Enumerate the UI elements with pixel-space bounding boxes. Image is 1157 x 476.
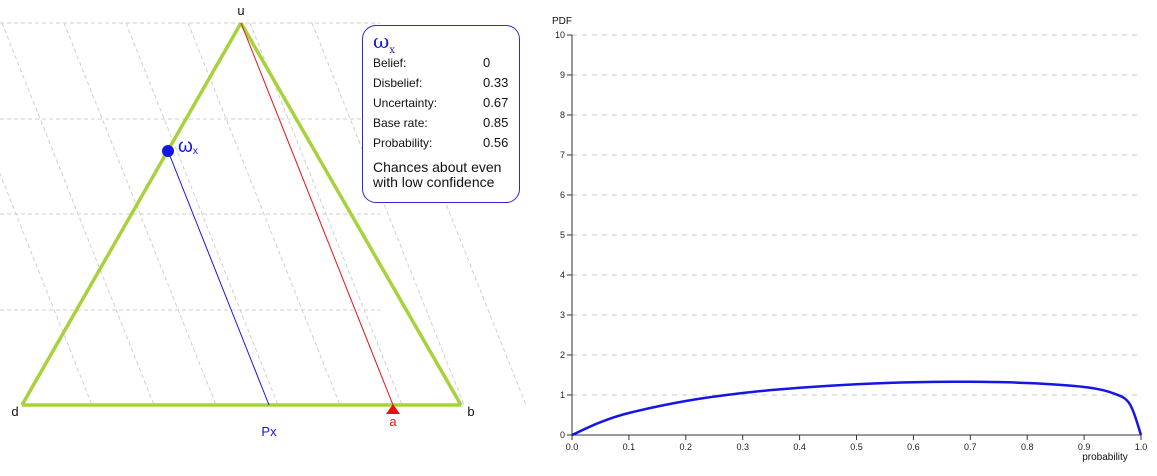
- y-tick-label: 3: [560, 310, 565, 320]
- pdf-chart-panel: 0 1 2 3 4 5 6 7 8 9 10 0.0 0.1 0.2 0.3 0.4 0.5 0.6 0.7 0.8 0…: [540, 0, 1157, 471]
- y-tick-label: 0: [560, 430, 565, 440]
- projection-line: [167, 150, 270, 406]
- triangle-right-edge: [239, 22, 463, 406]
- x-tick-label: 0.2: [680, 442, 693, 452]
- uncertainty-value: 0.67: [483, 95, 509, 110]
- opinion-point[interactable]: [162, 145, 174, 157]
- chart-gridlines: [572, 34, 1141, 396]
- opinion-triangle[interactable]: ωx a Px u d b: [0, 0, 540, 471]
- base-rate-value: 0.85: [483, 115, 509, 130]
- chart-axes: [567, 34, 1142, 440]
- x-axis-label: probability: [1082, 452, 1128, 463]
- y-tick-label: 10: [555, 30, 565, 40]
- opinion-row-belief: Belief: 0: [373, 54, 509, 74]
- pdf-curve: [571, 380, 1143, 437]
- probability-value: 0.56: [483, 135, 509, 150]
- disbelief-label: Disbelief:: [373, 76, 423, 90]
- opinion-row-base-rate: Base rate: 0.85: [373, 114, 509, 134]
- y-axis-label: PDF: [552, 16, 572, 27]
- belief-label: Belief:: [373, 56, 407, 70]
- triangle-grid-diagonal: [373, 22, 527, 406]
- base-rate-marker[interactable]: [386, 404, 400, 414]
- y-tick-label: 8: [560, 110, 565, 120]
- y-tick-label: 5: [560, 230, 565, 240]
- x-tick-label: 0.5: [850, 442, 863, 452]
- opinion-symbol: ωx: [373, 29, 395, 56]
- x-tick-label: 0.0: [566, 442, 579, 452]
- x-tick-label: 1.0: [1135, 442, 1148, 452]
- belief-value: 0: [483, 55, 491, 70]
- opinion-point-label: ωx: [178, 136, 198, 157]
- x-tick-label: 0.3: [736, 442, 749, 452]
- y-tick-label: 2: [560, 350, 565, 360]
- base-rate-row-label: Base rate:: [373, 116, 428, 130]
- chart-series: [571, 380, 1143, 437]
- pdf-chart: 0 1 2 3 4 5 6 7 8 9 10 0.0 0.1 0.2 0.3 0.4 0.5 0.6 0.7 0.8 0…: [552, 16, 1147, 463]
- x-tick-label: 0.6: [907, 442, 920, 452]
- y-tick-label: 1: [560, 390, 565, 400]
- vertex-u-label: u: [237, 3, 244, 18]
- probability-label: Probability:: [373, 136, 433, 150]
- chart-tick-labels: 0 1 2 3 4 5 6 7 8 9 10 0.0 0.1 0.2 0.3 0.4 0.5 0.6 0.7 0.8 0…: [555, 30, 1147, 452]
- opinion-row-probability: Probability: 0.56: [373, 134, 509, 154]
- opinion-row-disbelief: Disbelief: 0.33: [373, 74, 509, 94]
- vertex-b-label: b: [467, 404, 474, 419]
- disbelief-value: 0.33: [483, 75, 509, 90]
- x-tick-label: 0.9: [1078, 442, 1091, 452]
- x-tick-label: 0.4: [793, 442, 806, 452]
- base-rate-label: a: [389, 414, 397, 429]
- y-tick-label: 4: [560, 270, 565, 280]
- y-tick-label: 9: [560, 70, 565, 80]
- projected-probability-label: Px: [261, 424, 277, 439]
- vertex-d-label: d: [11, 404, 18, 419]
- triangle-grid-diagonal: [311, 22, 465, 406]
- x-tick-label: 0.1: [623, 442, 636, 452]
- base-rate-director-line: [240, 22, 394, 406]
- y-tick-label: 6: [560, 190, 565, 200]
- y-tick-label: 7: [560, 150, 565, 160]
- triangle-grid-diagonal: [187, 22, 341, 406]
- uncertainty-label: Uncertainty:: [373, 96, 438, 110]
- x-tick-label: 0.8: [1021, 442, 1034, 452]
- verbal-description: Chances about even with low confidence: [373, 159, 502, 190]
- opinion-triangle-panel: ωx a Px u d b ωx Belief: 0 Disbelief: 0.…: [0, 0, 540, 471]
- opinion-info-box: ωx Belief: 0 Disbelief: 0.33 Uncertainty…: [362, 25, 520, 203]
- x-tick-label: 0.7: [964, 442, 977, 452]
- opinion-row-uncertainty: Uncertainty: 0.67: [373, 94, 509, 114]
- triangle-left-edge: [20, 22, 243, 406]
- triangle-grid-diagonal: [125, 22, 279, 406]
